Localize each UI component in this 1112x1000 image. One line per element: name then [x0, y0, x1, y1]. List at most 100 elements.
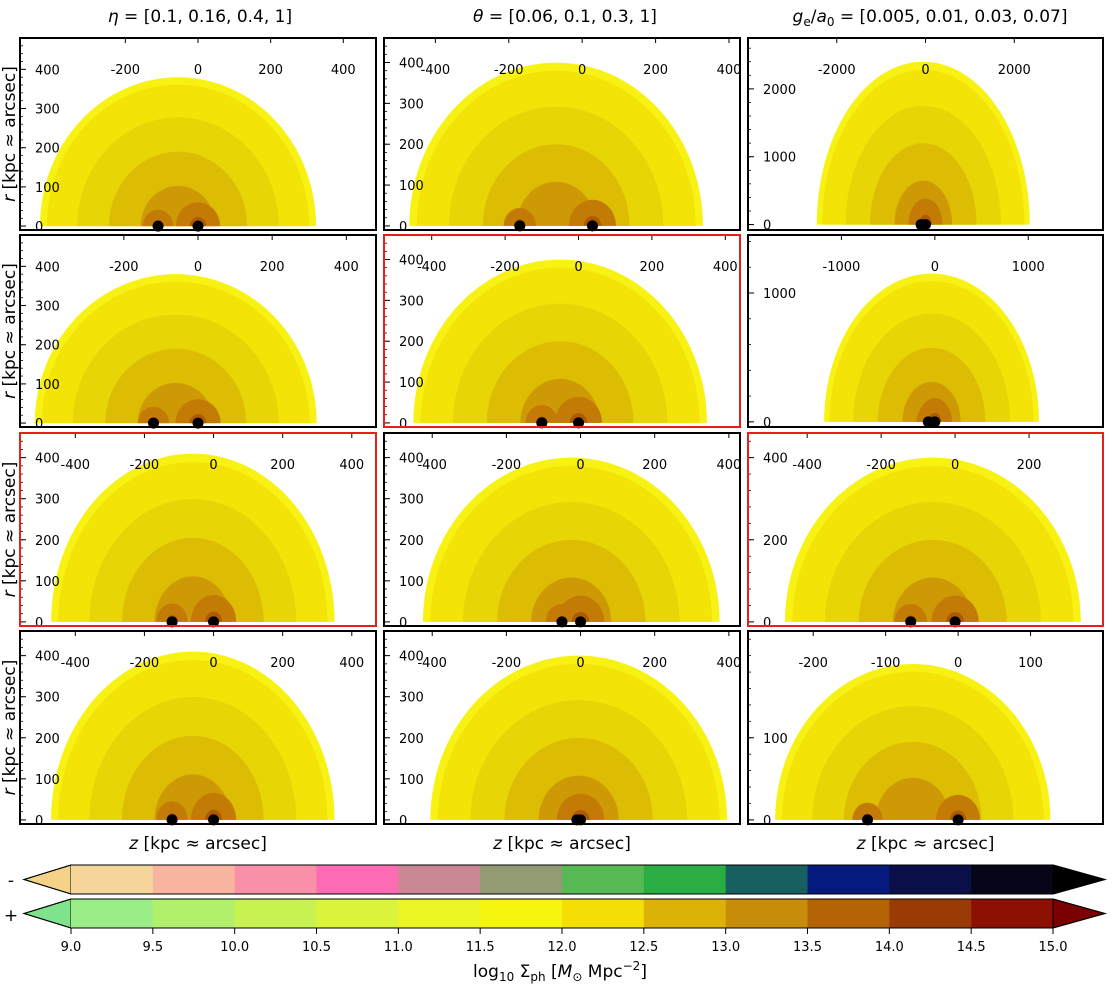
x-tick-label: -400: [792, 458, 822, 473]
y-axis-labels: r [kpc ≈ arcsec] r [kpc ≈ arcsec] r [kpc ≈…: [0, 66, 20, 795]
halo-contour: [525, 404, 558, 423]
colorbar-segment: [234, 899, 317, 928]
x-tick-label: 0: [576, 458, 584, 473]
x-tick-label: 0: [576, 656, 584, 671]
y-tick-label: 400: [763, 452, 788, 467]
x-tick-label: 0: [574, 260, 582, 275]
colorbar-label: log10 Σph [M⊙ Mpc−2]: [473, 959, 647, 984]
colorbar-segment: [562, 865, 645, 894]
colorbar-segment: [234, 865, 317, 894]
colorbar-tick-label: 14.5: [957, 940, 986, 955]
halo-contour: [894, 603, 927, 622]
colorbar-segment: [398, 899, 481, 928]
colorbar-segment: [562, 899, 645, 928]
colorbar-segment: [71, 899, 154, 928]
halo-contour: [142, 209, 174, 227]
column-title: θ = [0.06, 0.1, 0.3, 1]: [473, 7, 657, 27]
colorbar-segment: [643, 865, 727, 894]
colorbar-segment: [480, 899, 563, 928]
x-tick-label: 400: [339, 458, 364, 473]
x-tick-label: 400: [716, 656, 741, 671]
x-tick-label: 200: [258, 63, 283, 78]
halo-contour: [556, 595, 605, 622]
x-tick-label: -400: [417, 260, 447, 275]
y-tick-label: 200: [399, 335, 424, 350]
halo-marker: [556, 616, 568, 628]
halo-contour: [503, 207, 536, 226]
halo-marker: [192, 220, 204, 232]
x-tick-label: 2000: [998, 63, 1031, 78]
x-tick-label: -400: [421, 63, 451, 78]
y-tick-label: 400: [399, 254, 424, 269]
highlighted-frame: [747, 432, 1104, 627]
x-tick-label: 200: [260, 260, 285, 275]
panel-frame: [747, 630, 1104, 825]
halo-contour: [175, 399, 221, 424]
colorbar-segment: [398, 865, 481, 894]
x-tick-label: 0: [954, 656, 962, 671]
y-tick-label: 300: [399, 294, 424, 309]
colorbar-tick-label: 11.0: [384, 940, 413, 955]
y-tick-label: 0: [35, 220, 43, 235]
y-tick-label: 300: [35, 300, 60, 315]
x-tick-label: 0: [209, 458, 217, 473]
colorbar-segment: [480, 865, 563, 894]
x-tick-label: 400: [717, 63, 742, 78]
contour-band: [875, 777, 950, 820]
halo-contour: [936, 794, 981, 820]
halo-marker: [148, 417, 159, 429]
halo-marker: [949, 616, 961, 628]
halo-marker: [208, 616, 220, 628]
halo-marker: [166, 616, 178, 628]
panel-frame: [383, 37, 741, 231]
halo-marker: [192, 417, 204, 429]
panel-frame: [19, 37, 377, 231]
halo-contour: [190, 792, 237, 820]
panel-frame: [747, 37, 1104, 231]
x-tick-label: 200: [1017, 458, 1042, 473]
colorbar-segment: [643, 899, 727, 928]
halo-contour: [555, 396, 603, 423]
colorbar-extend-low: [22, 864, 72, 895]
halo-contour: [931, 595, 979, 622]
x-tick-label: 0: [194, 63, 202, 78]
y-tick-label: 0: [763, 219, 771, 234]
colorbar-tick-label: 15.0: [1039, 940, 1068, 955]
x-tick-label: 400: [716, 458, 741, 473]
panel-r1c0: 0 100 200 300 400 -200 0 200 400: [19, 234, 377, 432]
y-tick-label: 1000: [763, 287, 796, 302]
colorbar-outline: [22, 864, 1107, 895]
y-tick-label: 0: [35, 417, 43, 432]
y-tick-label: 100: [399, 376, 424, 391]
x-tick-label: 200: [270, 458, 295, 473]
halo-contour: [190, 594, 237, 622]
column-title: η = [0.1, 0.16, 0.4, 1]: [108, 7, 292, 27]
halo-marker: [929, 416, 941, 428]
y-tick-label: 0: [399, 814, 407, 829]
panel-frame: [383, 432, 741, 627]
y-tick-label: 100: [399, 575, 424, 590]
halo-marker: [920, 219, 931, 231]
y-tick-label: 400: [35, 452, 60, 467]
colorbar-segment: [889, 865, 972, 894]
colorbar-segment: [725, 899, 808, 928]
colorbar-segment: [971, 899, 1054, 928]
y-tick-label: 0: [763, 616, 771, 631]
x-tick-label: -2000: [818, 63, 856, 78]
x-tick-label: 400: [331, 63, 356, 78]
panel-r0c0: 0 100 200 300 400 -200 0 200 400: [19, 37, 377, 235]
colorbar: - +9.0 9.5 10.0 10.5 11.0 11.5 12.0 12.5 13.0 13.5…: [4, 864, 1107, 984]
colorbar-segment: [152, 899, 236, 928]
y-tick-label: 0: [399, 417, 407, 432]
y-tick-label: 0: [35, 616, 43, 631]
y-tick-label: 0: [35, 814, 43, 829]
colorbar-segment: [725, 865, 808, 894]
y-tick-label: 200: [35, 732, 60, 747]
halo-contour: [137, 406, 170, 424]
colorbar-segment: [152, 865, 236, 894]
